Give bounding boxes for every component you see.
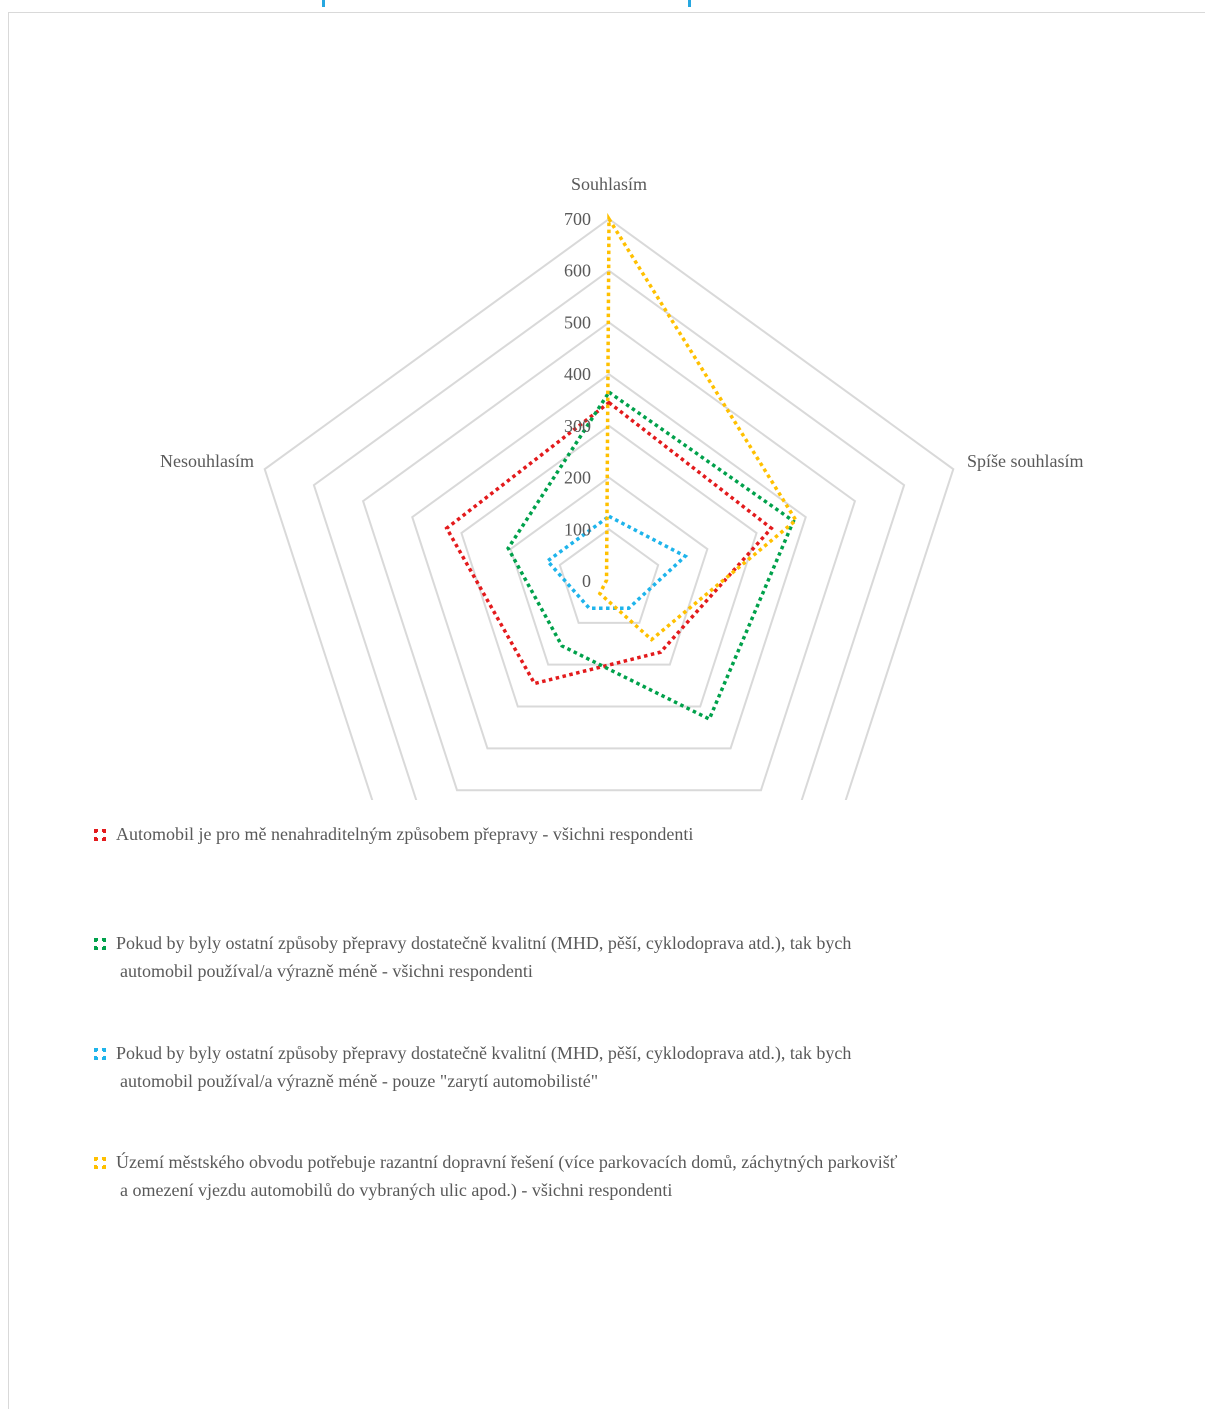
series-line-4 [597, 212, 799, 642]
legend-label: Území městského obvodu potřebuje razantn… [94, 1148, 1154, 1176]
tick-label: 0 [582, 571, 591, 591]
legend-swatch [94, 938, 106, 950]
legend-item: Pokud by byly ostatní způsoby přepravy d… [94, 1039, 1154, 1095]
legend-label: automobil používal/a výrazně méně - všic… [120, 961, 533, 981]
radial-tick-labels: 0 100 200 300 400 500 600 700 [564, 209, 591, 591]
legend-label: Automobil je pro mě nenahraditelným způs… [94, 820, 1154, 848]
grid-ring [361, 321, 857, 792]
grid-ring [460, 424, 758, 708]
legend-label: automobil používal/a výrazně méně - pouz… [120, 1071, 599, 1091]
tick-label: 700 [564, 209, 591, 229]
grid-ring [411, 372, 807, 750]
legend-item: Území městského obvodu potřebuje razantn… [94, 1148, 1154, 1204]
legend-item: Pokud by byly ostatní způsoby přepravy d… [94, 929, 1154, 985]
radar-grid [263, 217, 955, 800]
axis-label: Nesouhlasím [160, 451, 254, 471]
grid-ring [312, 269, 906, 800]
tick-label: 100 [564, 519, 591, 539]
radar-series [444, 212, 799, 722]
cropped-title-fragments [0, 0, 1206, 12]
tick-label: 600 [564, 261, 591, 281]
legend-swatch [94, 1157, 106, 1169]
legend-item: Automobil je pro mě nenahraditelným způs… [94, 820, 1154, 848]
tick-label: 400 [564, 364, 591, 384]
radar-chart: 0 100 200 300 400 500 600 700 Souhlasím Spíše so… [160, 174, 1084, 800]
series-line-2 [506, 389, 796, 722]
legend-label: Pokud by byly ostatní způsoby přepravy d… [94, 1039, 1154, 1067]
tick-label: 500 [564, 312, 591, 332]
axis-label: Spíše souhlasím [967, 451, 1084, 471]
axis-label: Souhlasím [571, 174, 647, 194]
legend-swatch [94, 1048, 106, 1060]
grid-ring [558, 528, 660, 624]
tick-label: 300 [564, 416, 591, 436]
cropped-title-fragment [688, 0, 691, 7]
grid-ring [509, 476, 709, 666]
tick-label: 200 [564, 468, 591, 488]
legend-swatch [94, 829, 106, 841]
legend-label: Pokud by byly ostatní způsoby přepravy d… [94, 929, 1154, 957]
legend-label: a omezení vjezdu automobilů do vybraných… [120, 1180, 673, 1200]
chart-area [8, 12, 1205, 1409]
series-line-3 [544, 514, 689, 610]
series-line-1 [444, 400, 774, 686]
cropped-title-fragment [322, 0, 325, 7]
grid-ring [263, 217, 955, 800]
